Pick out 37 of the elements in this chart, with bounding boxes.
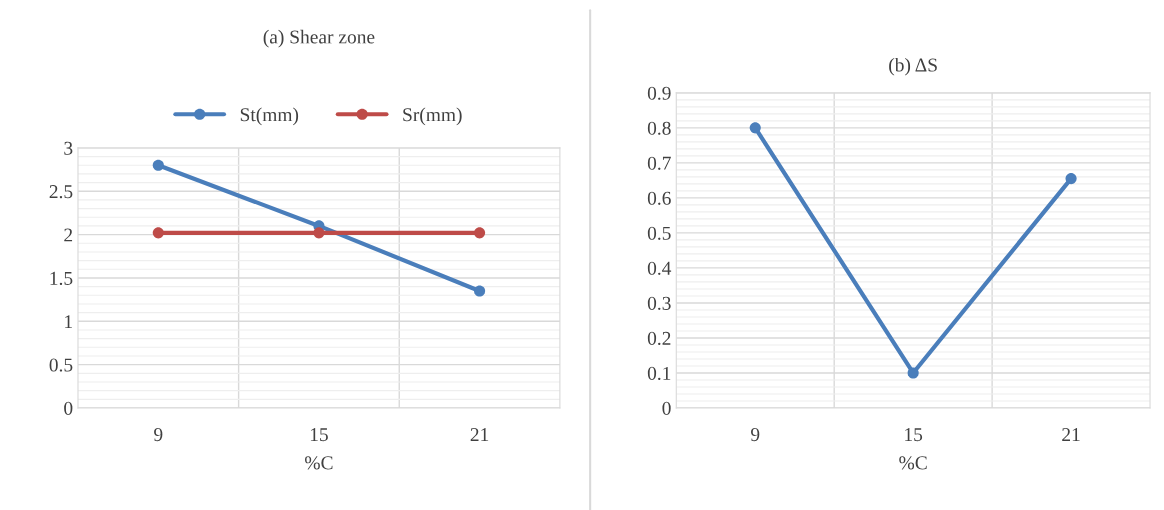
x-tick-label: 21	[470, 428, 489, 441]
y-tick-label: 0.2	[647, 331, 671, 345]
point	[1065, 173, 1077, 185]
y-tick-label: 0.8	[647, 121, 671, 135]
y-tick-label: 0	[662, 401, 671, 415]
y-tick-label: 2.5	[49, 185, 73, 199]
chart-title: (a) Shear zone	[263, 29, 375, 48]
y-tick-label: 0	[64, 401, 73, 415]
y-tick-label: 0.9	[647, 86, 671, 100]
y-tick-label: 0.3	[647, 296, 671, 310]
y-tick-label: 0.5	[647, 226, 671, 240]
y-tick-label: 0.6	[647, 191, 671, 205]
x-tick-label: 21	[1062, 428, 1080, 441]
point	[474, 285, 486, 297]
legend-label: Sr(mm)	[403, 107, 462, 126]
x-axis-title: %C	[305, 456, 333, 470]
y-tick-label: 0.1	[647, 366, 671, 380]
y-tick-label: 0.4	[647, 261, 672, 275]
point	[152, 159, 164, 171]
y-tick-label: 0.5	[49, 358, 73, 372]
point	[474, 227, 486, 239]
x-tick-label: 9	[154, 428, 163, 442]
y-tick-label: 1	[65, 315, 72, 329]
x-tick-label: 9	[751, 428, 760, 442]
point	[152, 227, 164, 239]
y-tick-label: 0.7	[647, 156, 671, 170]
y-tick-label: 3	[64, 141, 73, 155]
point	[313, 227, 325, 239]
y-tick-label: 2	[64, 228, 73, 242]
chart-title: (b) ΔS	[889, 57, 937, 76]
y-tick-label: 1.5	[50, 271, 73, 285]
x-tick-label: 15	[310, 428, 328, 442]
point	[907, 367, 919, 379]
x-axis-title: %C	[899, 456, 927, 470]
point	[749, 122, 761, 134]
x-tick-label: 15	[905, 428, 923, 442]
legend-label: St(mm)	[240, 107, 299, 126]
